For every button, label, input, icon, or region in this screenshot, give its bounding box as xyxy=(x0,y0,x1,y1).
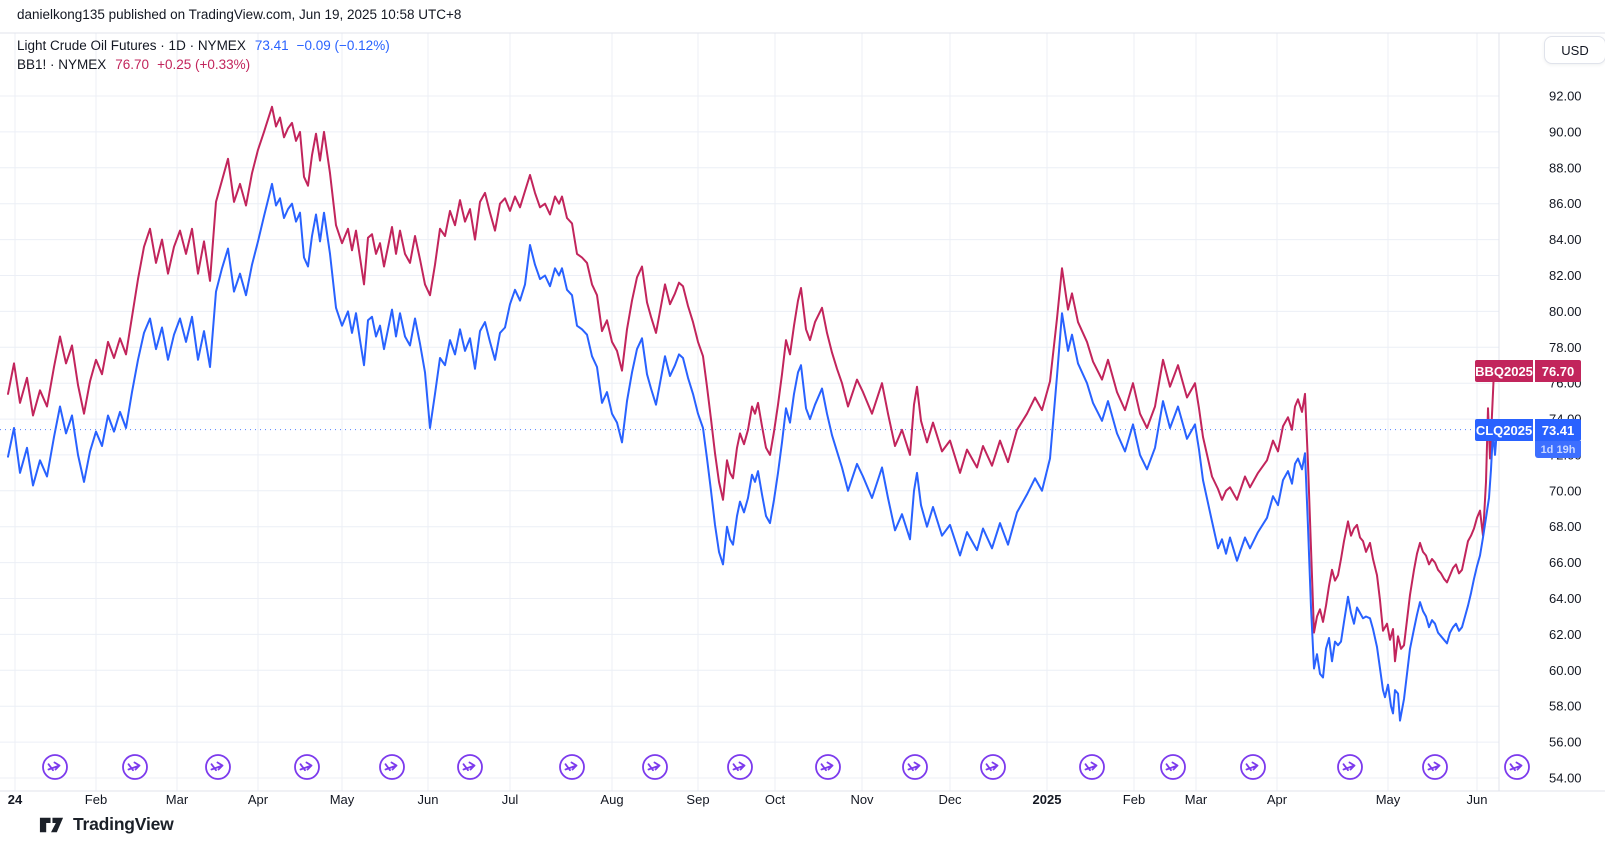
symbol-title[interactable]: Light Crude Oil Futures · 1D · NYMEX xyxy=(17,38,246,53)
series-line-clq2025[interactable] xyxy=(7,182,1498,722)
price-change: +0.25 (+0.33%) xyxy=(157,57,251,72)
price-axis-label[interactable]: 88.00 xyxy=(1549,160,1582,175)
time-axis-label[interactable]: Apr xyxy=(1267,792,1288,807)
contract-rollover-icon[interactable] xyxy=(727,754,753,780)
time-axis-label[interactable]: Sep xyxy=(686,792,709,807)
time-axis-label[interactable]: Mar xyxy=(166,792,189,807)
contract-rollover-icon[interactable] xyxy=(205,754,231,780)
tradingview-logo-icon xyxy=(39,817,64,833)
chart-legend: Light Crude Oil Futures · 1D · NYMEX 73.… xyxy=(17,36,398,74)
contract-rollover-icon[interactable] xyxy=(1422,754,1448,780)
contract-rollover-icon[interactable] xyxy=(379,754,405,780)
time-axis-label[interactable]: Nov xyxy=(850,792,874,807)
price-axis-label[interactable]: 86.00 xyxy=(1549,196,1582,211)
legend-row-crude[interactable]: Light Crude Oil Futures · 1D · NYMEX 73.… xyxy=(17,36,398,55)
contract-rollover-icon[interactable] xyxy=(980,754,1006,780)
time-axis-label[interactable]: Feb xyxy=(85,792,107,807)
price-axis-label[interactable]: 62.00 xyxy=(1549,627,1582,642)
last-price: 73.41 xyxy=(254,38,289,53)
time-axis-label[interactable]: Oct xyxy=(765,792,786,807)
time-axis-label[interactable]: 2025 xyxy=(1033,792,1062,807)
time-axis-label[interactable]: 24 xyxy=(8,792,23,807)
price-axis-label[interactable]: 78.00 xyxy=(1549,340,1582,355)
currency-toggle-button[interactable]: USD xyxy=(1544,36,1605,64)
price-axis-label[interactable]: 92.00 xyxy=(1549,89,1582,104)
time-axis-label[interactable]: Jun xyxy=(418,792,439,807)
time-axis-label[interactable]: Aug xyxy=(600,792,623,807)
contract-label: BBQ2025 xyxy=(1475,360,1533,382)
tradingview-logo-text: TradingView xyxy=(73,814,174,834)
time-axis-label[interactable]: Mar xyxy=(1185,792,1208,807)
price-axis-label[interactable]: 60.00 xyxy=(1549,663,1582,678)
price-axis-label[interactable]: 84.00 xyxy=(1549,232,1582,247)
price-axis-label[interactable]: 68.00 xyxy=(1549,519,1582,534)
price-axis-label[interactable]: 66.00 xyxy=(1549,555,1582,570)
contract-rollover-icon[interactable] xyxy=(1079,754,1105,780)
time-axis-label[interactable]: Jun xyxy=(1467,792,1488,807)
price-badge-bbq2025[interactable]: BBQ2025 76.70 xyxy=(1475,360,1581,382)
price-axis-label[interactable]: 64.00 xyxy=(1549,591,1582,606)
price-badge-clq2025[interactable]: CLQ2025 73.41 1d 19h xyxy=(1475,419,1581,458)
price-axis-label[interactable]: 82.00 xyxy=(1549,268,1582,283)
contract-rollover-icon[interactable] xyxy=(122,754,148,780)
time-axis-label[interactable]: May xyxy=(330,792,355,807)
tradingview-logo[interactable]: TradingView xyxy=(38,811,174,838)
price-axis-label[interactable]: 56.00 xyxy=(1549,735,1582,750)
contract-label: CLQ2025 xyxy=(1475,419,1533,441)
contract-rollover-icon[interactable] xyxy=(1240,754,1266,780)
last-price: 76.70 xyxy=(115,57,150,72)
contract-rollover-icon[interactable] xyxy=(815,754,841,780)
time-axis-label[interactable]: May xyxy=(1376,792,1401,807)
time-axis-label[interactable]: Jul xyxy=(502,792,519,807)
time-axis-label[interactable]: Dec xyxy=(938,792,962,807)
price-axis-label[interactable]: 80.00 xyxy=(1549,304,1582,319)
contract-rollover-icon[interactable] xyxy=(457,754,483,780)
time-axis-label[interactable]: Feb xyxy=(1123,792,1145,807)
contract-rollover-icon[interactable] xyxy=(902,754,928,780)
contract-rollover-icon[interactable] xyxy=(559,754,585,780)
contract-rollover-icon[interactable] xyxy=(642,754,668,780)
price-axis-label[interactable]: 54.00 xyxy=(1549,771,1582,786)
badge-price: 73.41 xyxy=(1535,419,1581,441)
badge-price: 76.70 xyxy=(1535,360,1581,382)
price-change: −0.09 (−0.12%) xyxy=(296,38,390,53)
publisher-attribution: danielkong135 published on TradingView.c… xyxy=(17,7,462,22)
price-axis-label[interactable]: 90.00 xyxy=(1549,124,1582,139)
contract-rollover-icon[interactable] xyxy=(1160,754,1186,780)
legend-row-bb1[interactable]: BB1! · NYMEX 76.70 +0.25 (+0.33%) xyxy=(17,55,398,74)
series-line-bbq2025[interactable] xyxy=(7,105,1495,663)
price-axis-label[interactable]: 70.00 xyxy=(1549,483,1582,498)
contract-countdown: 1d 19h xyxy=(1535,441,1581,458)
price-axis-label[interactable]: 58.00 xyxy=(1549,699,1582,714)
contract-rollover-icon[interactable] xyxy=(1504,754,1530,780)
contract-rollover-icon[interactable] xyxy=(42,754,68,780)
symbol-title[interactable]: BB1! · NYMEX xyxy=(17,57,107,72)
contract-rollover-icon[interactable] xyxy=(294,754,320,780)
contract-rollover-icon[interactable] xyxy=(1337,754,1363,780)
time-axis-label[interactable]: Apr xyxy=(248,792,269,807)
